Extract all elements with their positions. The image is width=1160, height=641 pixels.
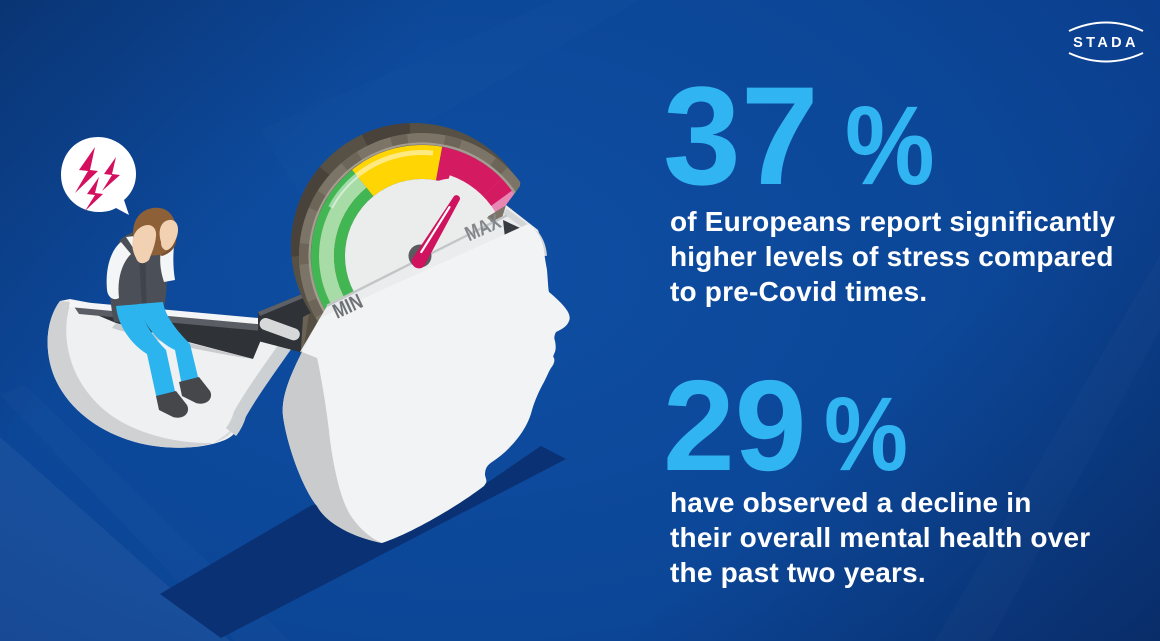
svg-text:STADA: STADA (1073, 35, 1139, 51)
